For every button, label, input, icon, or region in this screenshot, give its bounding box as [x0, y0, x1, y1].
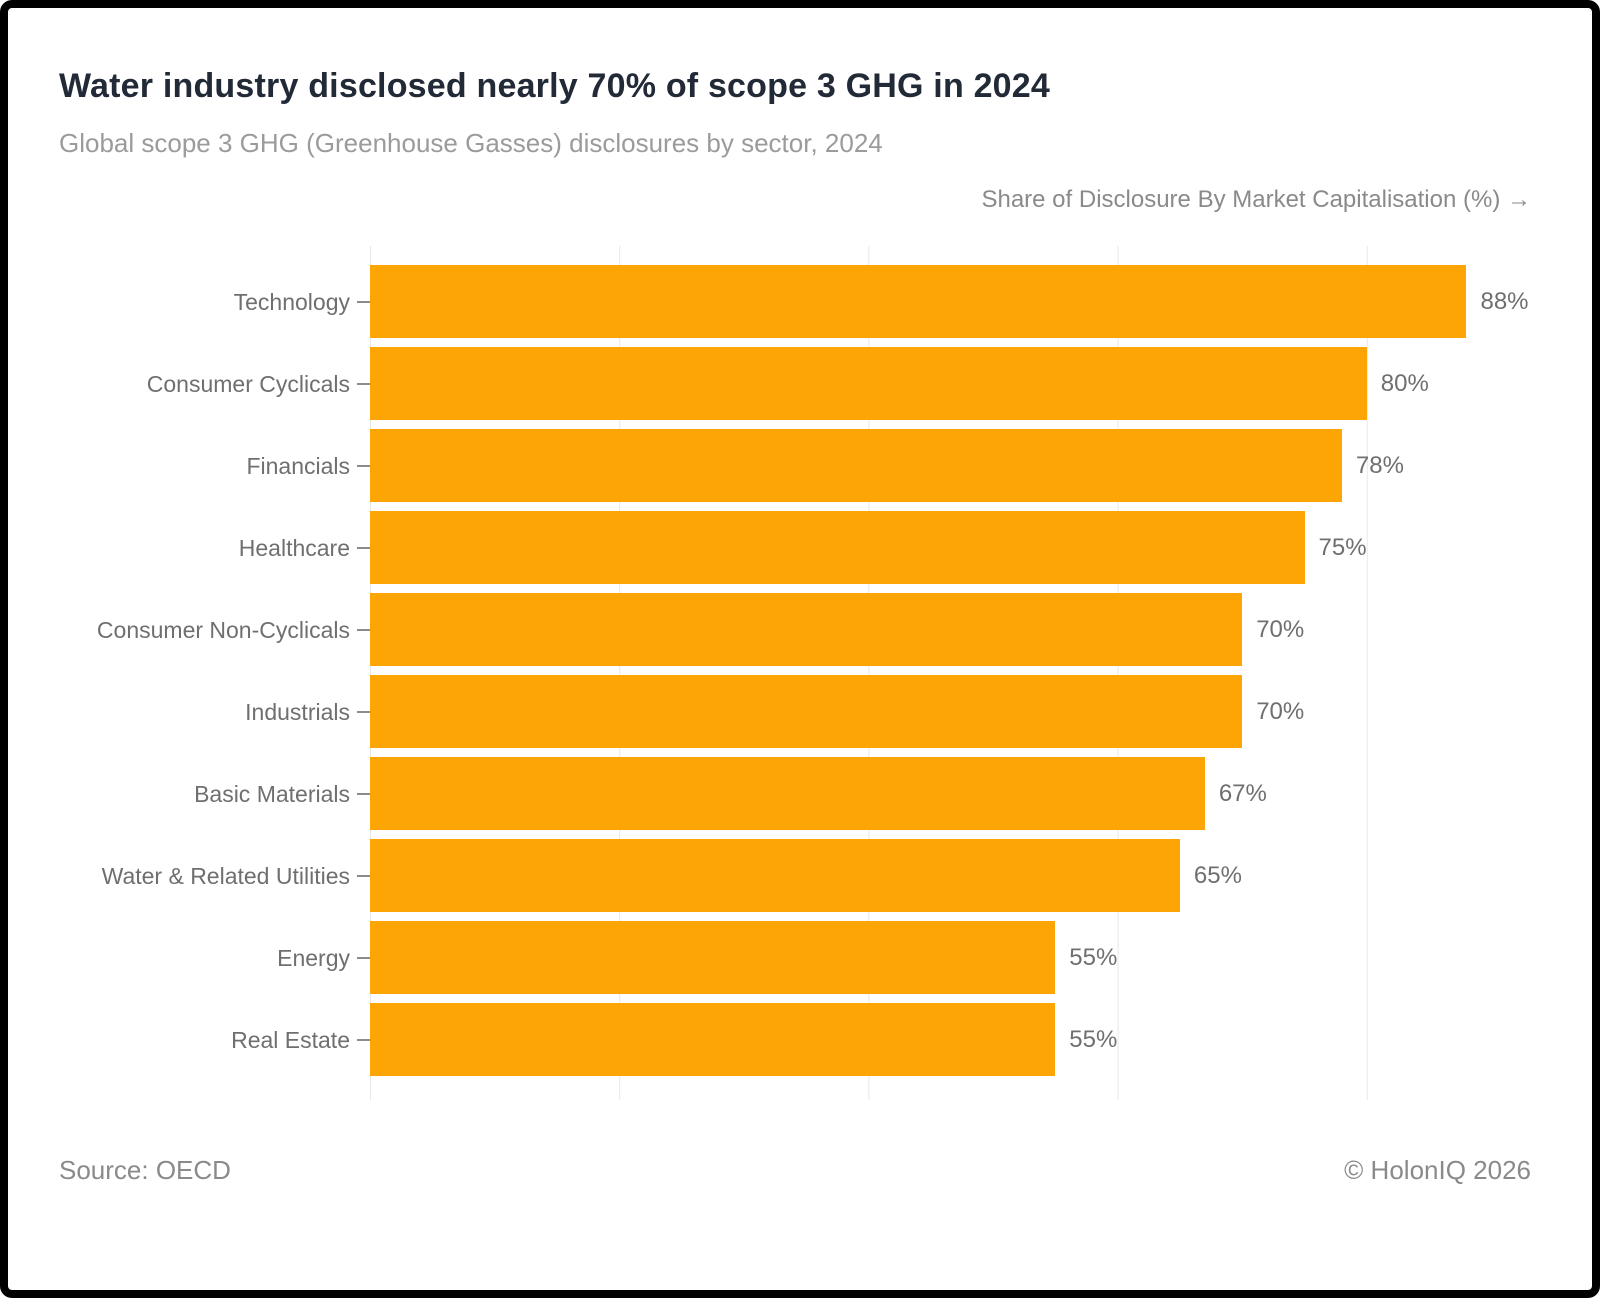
y-axis-label-cell: Consumer Cyclicals: [59, 343, 370, 425]
y-axis-label: Financials: [246, 453, 350, 479]
y-axis-tick: [357, 301, 370, 303]
y-axis-label-cell: Financials: [59, 425, 370, 507]
y-axis-label: Water & Related Utilities: [101, 863, 350, 889]
y-axis-label-cell: Real Estate: [59, 999, 370, 1081]
x-axis-title: Share of Disclosure By Market Capitalisa…: [981, 186, 1531, 213]
bar: [370, 429, 1342, 502]
y-axis-label-cell: Energy: [59, 917, 370, 999]
bar-row: Energy 55%: [59, 917, 1541, 999]
y-axis-label: Industrials: [245, 699, 350, 725]
y-axis-tick: [357, 547, 370, 549]
page-title: Water industry disclosed nearly 70% of s…: [59, 67, 1051, 105]
y-axis-label: Real Estate: [231, 1027, 350, 1053]
bar: [370, 1003, 1056, 1076]
bar-track: 88%: [370, 261, 1540, 343]
y-axis-label: Consumer Cyclicals: [146, 371, 350, 397]
bar: [370, 839, 1180, 912]
bar-value-label: 65%: [1193, 862, 1242, 889]
bar: [370, 921, 1056, 994]
source-label: Source: OECD: [59, 1155, 231, 1185]
bar-track: 75%: [370, 507, 1540, 589]
bar-row: Basic Materials 67%: [59, 753, 1541, 835]
bar-value-label: 70%: [1256, 616, 1305, 643]
y-axis-tick: [357, 957, 370, 959]
bar-row: Industrials 70%: [59, 671, 1541, 753]
y-axis-label-cell: Industrials: [59, 671, 370, 753]
bar-track: 55%: [370, 999, 1540, 1081]
bar-value-label: 55%: [1069, 1026, 1118, 1053]
bar-chart: Technology 88% Consumer Cyclicals 80% Fi…: [59, 246, 1541, 1100]
bar: [370, 347, 1367, 420]
bar-rows: Technology 88% Consumer Cyclicals 80% Fi…: [59, 246, 1541, 1100]
y-axis-label-cell: Consumer Non-Cyclicals: [59, 589, 370, 671]
bar-track: 70%: [370, 671, 1540, 753]
y-axis-label-cell: Technology: [59, 261, 370, 343]
bar-track: 67%: [370, 753, 1540, 835]
y-axis-tick: [357, 793, 370, 795]
bar-value-label: 80%: [1380, 370, 1429, 397]
bar-value-label: 67%: [1218, 780, 1267, 807]
bar-value-label: 70%: [1256, 698, 1305, 725]
y-axis-tick: [357, 1039, 370, 1041]
y-axis-label: Energy: [277, 945, 350, 971]
bar-row: Healthcare 75%: [59, 507, 1541, 589]
chart-subtitle: Global scope 3 GHG (Greenhouse Gasses) d…: [59, 128, 883, 158]
y-axis-label: Healthcare: [238, 535, 350, 561]
bar-row: Consumer Non-Cyclicals 70%: [59, 589, 1541, 671]
bar-row: Water & Related Utilities 65%: [59, 835, 1541, 917]
y-axis-tick: [357, 465, 370, 467]
bar: [370, 265, 1467, 338]
y-axis-tick: [357, 383, 370, 385]
bar-value-label: 88%: [1480, 288, 1529, 315]
bar-track: 65%: [370, 835, 1540, 917]
bar-value-label: 78%: [1355, 452, 1404, 479]
bar: [370, 511, 1305, 584]
bar-row: Consumer Cyclicals 80%: [59, 343, 1541, 425]
y-axis-tick: [357, 875, 370, 877]
bar-track: 78%: [370, 425, 1540, 507]
bar: [370, 757, 1205, 830]
bar: [370, 593, 1243, 666]
y-axis-label: Consumer Non-Cyclicals: [96, 617, 350, 643]
footer: Source: OECD © HolonIQ 2026: [59, 1152, 1541, 1188]
bar-track: 55%: [370, 917, 1540, 999]
y-axis-label-cell: Basic Materials: [59, 753, 370, 835]
bar-row: Real Estate 55%: [59, 999, 1541, 1081]
y-axis-tick: [357, 711, 370, 713]
y-axis-label-cell: Healthcare: [59, 507, 370, 589]
y-axis-tick: [357, 629, 370, 631]
copyright-label: © HolonIQ 2026: [1344, 1155, 1531, 1185]
y-axis-label-cell: Water & Related Utilities: [59, 835, 370, 917]
bar-value-label: 75%: [1318, 534, 1367, 561]
bar-track: 70%: [370, 589, 1540, 671]
bar-track: 80%: [370, 343, 1540, 425]
bar-value-label: 55%: [1069, 944, 1118, 971]
y-axis-label: Basic Materials: [194, 781, 350, 807]
y-axis-label: Technology: [233, 289, 350, 315]
bar-row: Technology 88%: [59, 261, 1541, 343]
bar: [370, 675, 1243, 748]
bar-row: Financials 78%: [59, 425, 1541, 507]
